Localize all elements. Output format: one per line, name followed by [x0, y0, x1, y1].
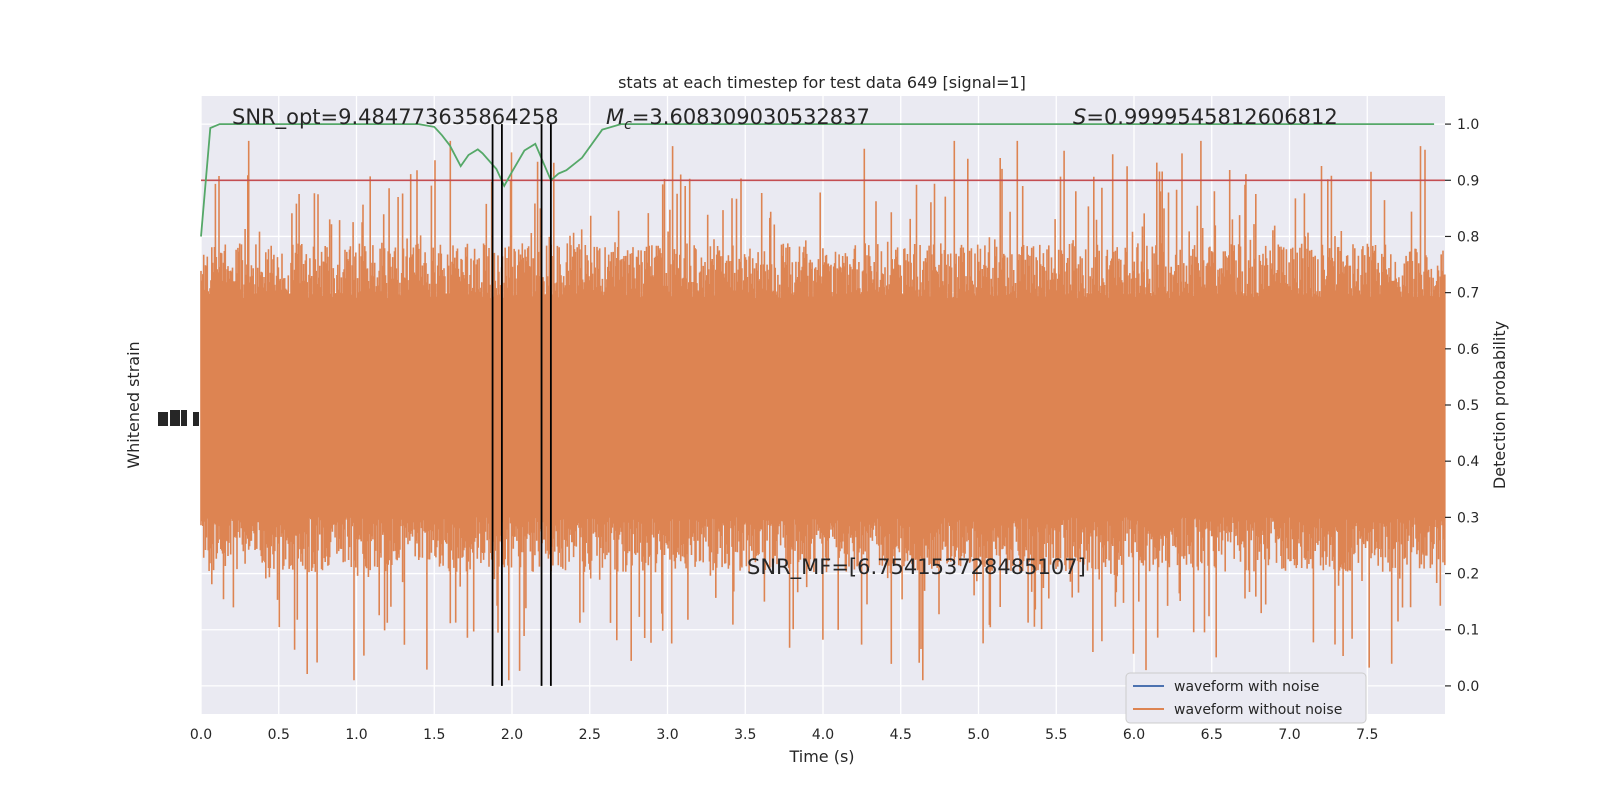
- legend-box: [1125, 672, 1367, 724]
- x-tick-label-14: 7.0: [1278, 727, 1300, 743]
- y-right-tick-label-1: 0.1: [1457, 623, 1479, 639]
- legend: waveform with noise waveform without noi…: [1125, 672, 1367, 724]
- y-right-tick-label-5: 0.5: [1457, 398, 1479, 414]
- left-tick-clutter: [158, 410, 199, 426]
- y-right-tick-label-3: 0.3: [1457, 510, 1479, 526]
- strain-series: [200, 140, 1446, 681]
- s-annotation: S=0.9999545812606812: [1073, 105, 1338, 129]
- x-tick-label-11: 5.5: [1045, 727, 1067, 743]
- y-right-tick-label-10: 1.0: [1457, 117, 1479, 133]
- y-right-tick-label-0: 0.0: [1457, 679, 1479, 695]
- x-tick-label-1: 0.5: [268, 727, 290, 743]
- legend-label-with-noise: waveform with noise: [1174, 679, 1319, 695]
- x-tick-label-9: 4.5: [890, 727, 912, 743]
- chirp-mass-annotation: Mc=3.608309030532837: [606, 105, 870, 133]
- x-tick-label-10: 5.0: [967, 727, 989, 743]
- y-left-axis-label: Whitened strain: [124, 341, 143, 468]
- y-right-tick-label-8: 0.8: [1457, 229, 1479, 245]
- x-ticks: 0.0 0.5 1.0 1.5 2.0 2.5 3.0 3.5 4.0 4.5 5.0 5.5 6.0 6…: [190, 727, 1379, 743]
- chart-title: stats at each timestep for test data 649…: [618, 73, 1026, 92]
- probability-line: [200, 123, 1435, 237]
- x-tick-label-3: 1.5: [423, 727, 445, 743]
- x-tick-label-7: 3.5: [734, 727, 756, 743]
- x-tick-label-12: 6.0: [1123, 727, 1145, 743]
- x-tick-label-5: 2.5: [579, 727, 601, 743]
- y-right-ticks: 0.0 0.1 0.2 0.3 0.4 0.5 0.6 0.7 0.8 0.9 1.0: [1445, 117, 1479, 695]
- y-right-tick-label-4: 0.4: [1457, 454, 1479, 470]
- y-right-tick-label-2: 0.2: [1457, 567, 1479, 583]
- x-tick-label-4: 2.0: [501, 727, 523, 743]
- x-tick-label-8: 4.0: [812, 727, 834, 743]
- snr-mf-annotation: SNR_MF=[6.754153728485107]: [747, 555, 1086, 580]
- x-tick-label-13: 6.5: [1201, 727, 1223, 743]
- x-tick-label-6: 3.0: [656, 727, 678, 743]
- y-right-tick-label-9: 0.9: [1457, 173, 1479, 189]
- x-tick-label-0: 0.0: [190, 727, 212, 743]
- legend-label-without-noise: waveform without noise: [1174, 702, 1342, 718]
- y-right-tick-label-6: 0.6: [1457, 342, 1479, 358]
- x-tick-label-15: 7.5: [1356, 727, 1378, 743]
- y-right-tick-label-7: 0.7: [1457, 286, 1479, 302]
- event-lines: [491, 124, 552, 686]
- probability-series: [200, 123, 1435, 237]
- snr-opt-annotation: SNR_opt=9.484773635864258: [232, 105, 559, 130]
- x-tick-label-2: 1.0: [345, 727, 367, 743]
- strain-trace: [200, 140, 1446, 681]
- y-right-axis-label: Detection probability: [1490, 321, 1509, 489]
- x-axis-label: Time (s): [788, 747, 854, 766]
